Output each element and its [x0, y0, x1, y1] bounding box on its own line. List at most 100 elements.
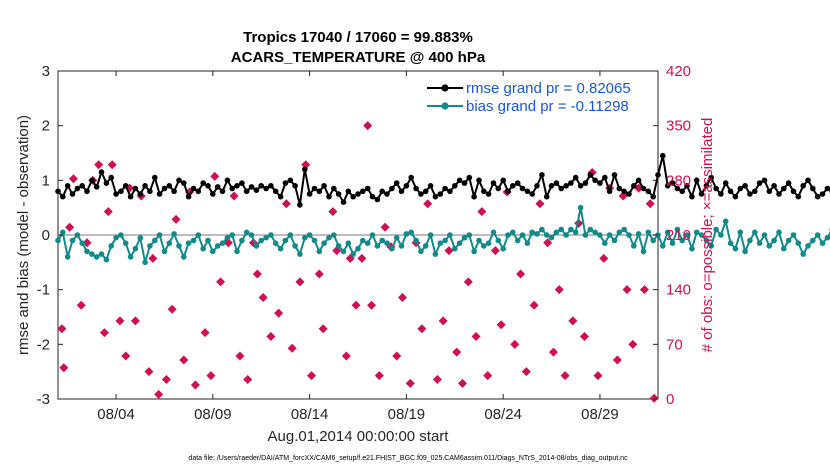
bias-point	[752, 229, 758, 236]
rmse-point	[456, 177, 463, 184]
bias-point	[650, 237, 656, 244]
y-left-tick-label: -1	[37, 282, 50, 299]
rmse-point	[185, 193, 192, 200]
x-tick-label: 08/09	[194, 406, 232, 423]
rmse-point	[534, 183, 540, 189]
bias-point	[321, 240, 327, 246]
bias-point	[398, 243, 405, 249]
bias-point	[703, 237, 710, 244]
rmse-point	[418, 191, 424, 197]
rmse-point	[422, 188, 429, 195]
obs-count-marker	[639, 285, 649, 295]
bias-point	[195, 232, 202, 238]
obs-count-marker	[417, 324, 427, 334]
bias-point	[248, 232, 255, 238]
obs-count-marker	[351, 300, 361, 310]
bias-point	[355, 245, 361, 252]
rmse-point	[510, 183, 516, 189]
bias-point	[122, 240, 129, 246]
rmse-point	[810, 185, 816, 192]
bias-point	[674, 226, 681, 233]
rmse-point	[282, 180, 289, 186]
bias-point	[108, 243, 114, 249]
rmse-point	[781, 185, 787, 192]
obs-count-marker	[68, 174, 78, 184]
rmse-point	[771, 183, 777, 189]
rmse-point	[69, 191, 76, 197]
bias-point	[340, 248, 347, 255]
bias-point	[297, 251, 303, 257]
obs-count-marker	[148, 253, 158, 263]
obs-count-marker	[103, 207, 113, 217]
obs-count-marker	[521, 367, 531, 377]
rmse-point	[737, 185, 744, 192]
obs-count-marker	[398, 292, 408, 302]
obs-count-marker	[161, 374, 171, 384]
bias-point	[393, 234, 400, 241]
rmse-point	[722, 180, 729, 186]
rmse-point	[360, 188, 366, 195]
bias-point	[756, 240, 763, 246]
bias-point	[790, 232, 797, 238]
bias-point	[166, 240, 173, 246]
x-tick-label: 08/29	[581, 406, 619, 423]
bias-point	[819, 240, 826, 246]
bias-point	[89, 251, 95, 257]
rmse-point	[703, 183, 710, 189]
rmse-point	[606, 188, 613, 195]
bias-point	[582, 232, 589, 238]
rmse-point	[147, 188, 153, 195]
obs-count-marker	[57, 324, 67, 334]
obs-count-marker	[252, 269, 262, 279]
rmse-point	[616, 185, 623, 192]
obs-count-marker	[65, 222, 75, 232]
x-tick-label: 08/14	[291, 406, 329, 423]
rmse-point	[302, 166, 308, 173]
rmse-point	[335, 191, 342, 197]
bias-point	[442, 237, 448, 244]
obs-count-marker	[645, 199, 655, 209]
rmse-point	[597, 180, 603, 186]
rmse-point	[800, 183, 806, 189]
rmse-point	[713, 185, 719, 192]
y-left-tick-label: 1	[42, 172, 50, 189]
obs-count-marker	[107, 160, 117, 170]
obs-count-marker	[548, 347, 558, 357]
obs-count-marker	[82, 238, 92, 248]
rmse-point	[316, 188, 323, 195]
rmse-point	[572, 174, 579, 181]
obs-count-marker	[560, 371, 570, 381]
rmse-point	[679, 188, 685, 195]
bias-point	[282, 237, 289, 244]
rmse-point	[626, 191, 632, 197]
bias-point	[185, 240, 192, 246]
rmse-point	[113, 191, 119, 197]
rmse-point	[229, 185, 235, 192]
rmse-point	[708, 174, 714, 181]
bias-point	[171, 231, 177, 237]
obs-count-marker	[452, 347, 462, 357]
obs-count-marker	[438, 316, 448, 326]
bias-point	[161, 248, 168, 255]
bias-point	[190, 237, 197, 244]
bias-point	[611, 237, 618, 244]
bias-point	[84, 248, 90, 255]
rmse-point	[548, 183, 555, 189]
bias-point	[524, 240, 531, 246]
rmse-point	[345, 188, 352, 195]
bias-point	[722, 218, 729, 225]
rmse-point	[200, 180, 206, 186]
rmse-point	[514, 180, 521, 186]
bias-point	[781, 245, 787, 252]
rmse-point	[355, 191, 361, 197]
rmse-point	[393, 180, 400, 186]
rmse-point	[263, 185, 269, 192]
rmse-point	[592, 177, 598, 184]
bias-point	[98, 251, 105, 257]
rmse-point	[55, 188, 61, 195]
rmse-point	[176, 177, 182, 184]
obs-count-marker	[76, 300, 86, 310]
obs-count-marker	[543, 238, 553, 248]
obs-count-marker	[432, 374, 442, 384]
